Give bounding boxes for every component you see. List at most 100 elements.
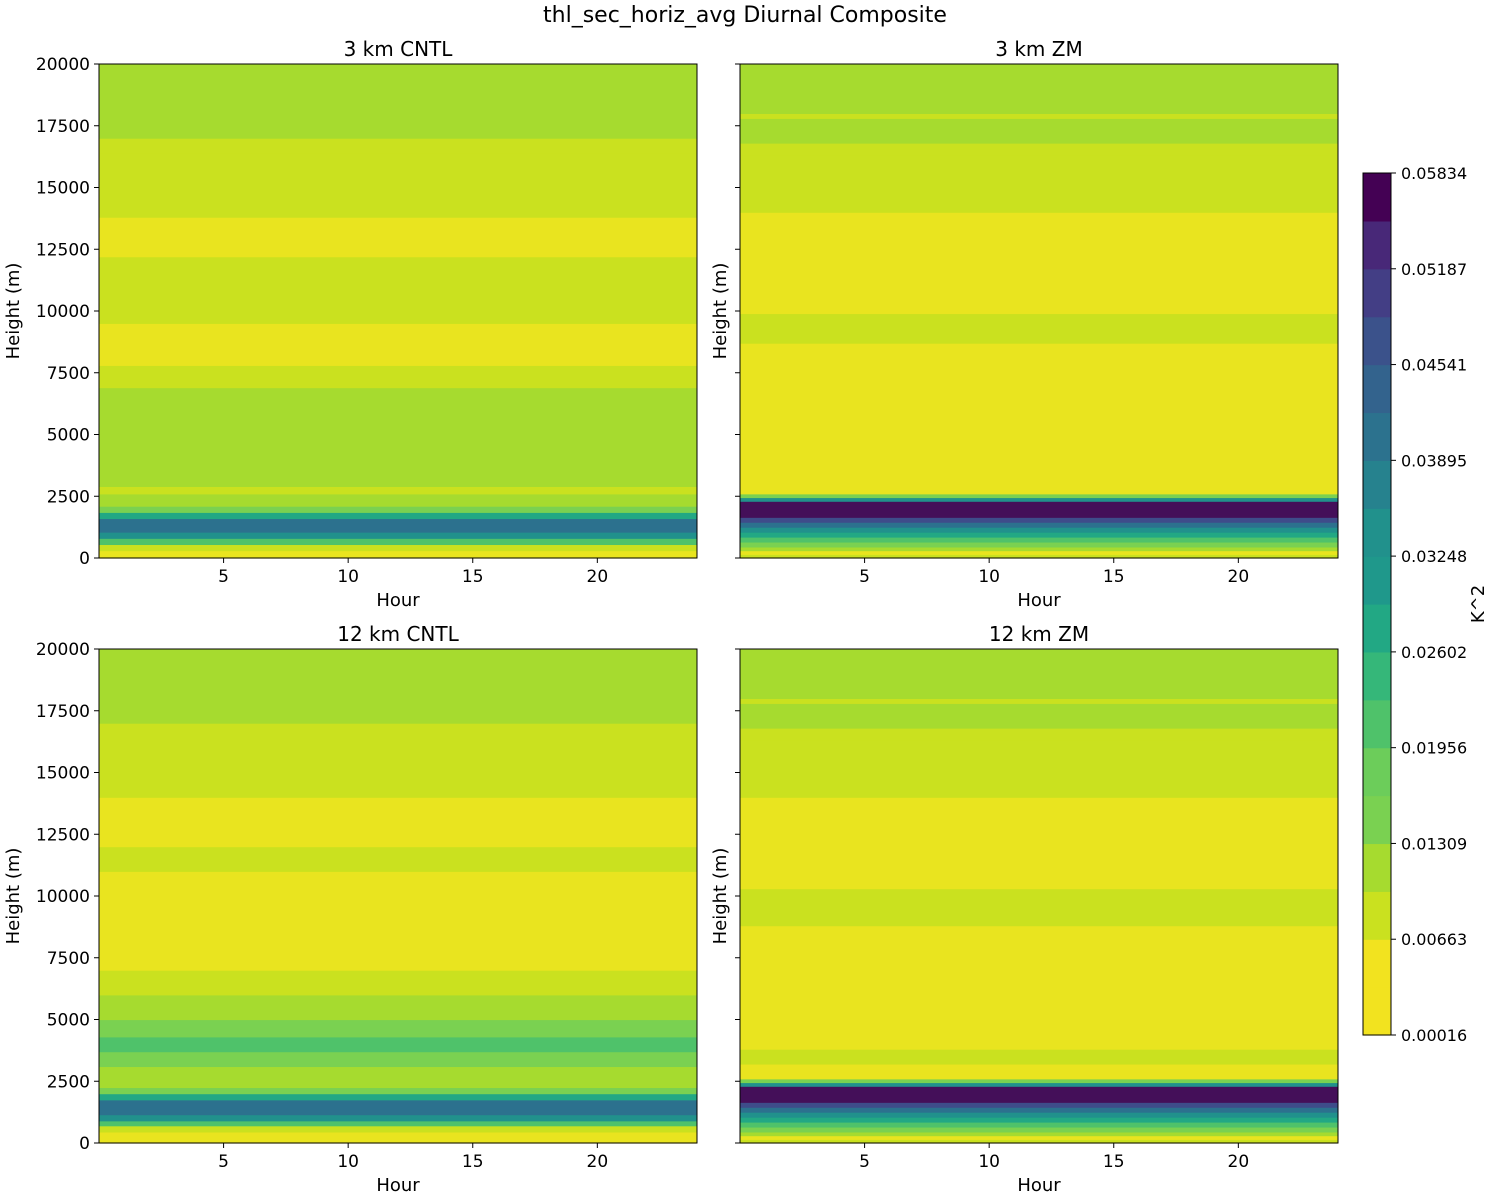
x-tick-label: 20 [587,1152,609,1172]
y-tick-label: 20000 [36,55,90,75]
colorbar-tick-label: 0.02602 [1401,643,1467,662]
contour-band [740,155,1338,213]
contour-band [740,698,1338,704]
contour-band [99,493,697,507]
contour-band [99,538,697,546]
y-tick-label: 15000 [36,179,90,199]
y-axis-label: Height (m) [710,263,731,360]
contour-band [740,703,1338,729]
x-tick-label: 5 [859,1152,870,1172]
y-tick-label: 5000 [47,1011,90,1031]
colorbar-band [1363,891,1391,940]
colorbar-tick-label: 0.00663 [1401,930,1467,949]
contour-band [740,1135,1338,1140]
contour-band [740,1126,1338,1133]
contour-band [740,493,1338,499]
contour-band [740,1112,1338,1118]
panel-4: 12 km ZM 5 10 15 20 Hour Height (m) [710,622,1339,1196]
x-axis-label: Hour [376,1175,420,1196]
y-axis-label: Height (m) [3,263,24,360]
contour-band [740,546,1338,552]
colorbar-band [1363,508,1391,557]
x-tick-label: 10 [337,567,359,587]
contour-band [99,846,697,872]
contour-band [99,1051,697,1068]
contour-band [740,113,1338,119]
contour-band [740,532,1338,538]
contour-band [740,740,1338,798]
x-tick-label: 15 [1103,567,1125,587]
colorbar-tick-label: 0.05834 [1401,164,1467,183]
colorbar-band [1363,316,1391,366]
x-tick-label: 15 [462,1152,484,1172]
contour-band [99,506,697,513]
y-tick-label: 20000 [36,640,90,660]
contour-band [740,797,1338,890]
y-tick-label: 2500 [47,1072,90,1092]
contour-band [740,550,1338,555]
x-tick-label: 5 [218,1152,229,1172]
contour-band [740,1049,1338,1065]
y-axis-label: Height (m) [710,848,731,945]
contour-band [99,1114,697,1122]
contour-band [740,541,1338,548]
y-tick-label: 10000 [36,887,90,907]
colorbar-label: K^2 [1468,585,1489,623]
contour-band [740,1139,1338,1144]
x-tick-label: 20 [587,567,609,587]
y-tick-label: 10000 [36,302,90,322]
contour-band [740,313,1338,344]
contour-band [99,1019,697,1038]
y-axis-label: Height (m) [3,848,24,945]
contour-band [99,994,697,1021]
contour-band [99,1093,697,1101]
colorbar-frame [1362,172,1392,1036]
panel-title: 3 km CNTL [344,37,454,61]
y-tick-label: 5000 [47,426,90,446]
colorbar-band [1363,220,1391,270]
contour-band [99,138,697,154]
contour-band [99,1099,697,1116]
colorbar-band [1363,173,1391,222]
x-tick-label: 10 [337,1152,359,1172]
colorbar-band [1363,651,1391,701]
colorbar-band [1363,939,1391,988]
x-axis-label: Hour [1017,590,1061,611]
contour-band [99,532,697,539]
contour-band [99,387,697,487]
panel-1: 3 km CNTL 5 10 15 20 Hour 0 2500 5000 7500 10000 12… [3,37,698,611]
contour-band [740,649,1338,699]
contour-band [740,888,1338,927]
x-tick-label: 20 [1228,567,1250,587]
contour-band [740,925,1338,1050]
colorbar-tick-label: 0.05187 [1401,260,1467,279]
colorbar-band [1363,699,1391,749]
contour-band [99,512,697,520]
panel-title: 12 km CNTL [337,622,459,646]
x-tick-label: 10 [978,1152,1000,1172]
contour-band [99,1120,697,1127]
contour-band [740,1082,1338,1087]
x-axis-label: Hour [376,590,420,611]
x-tick-label: 15 [1103,1152,1125,1172]
contour-band [99,871,697,971]
y-tick-label: 0 [79,549,90,569]
panel-title: 3 km ZM [995,37,1082,61]
y-tick-label: 12500 [36,240,90,260]
contour-band [740,1063,1338,1080]
y-tick-label: 0 [79,1134,90,1154]
y-tick-label: 15000 [36,764,90,784]
contour-band [99,323,697,366]
contour-band [740,1122,1338,1128]
colorbar-tick-label: 0.00016 [1401,1026,1467,1045]
contour-band [740,212,1338,315]
contour-band [99,217,697,258]
contour-band [740,64,1338,114]
panel-3: 12 km CNTL 5 10 15 20 Hour 0 2500 5000 7500 10000 1… [3,622,698,1196]
contour-band [740,728,1338,741]
contour-band [740,517,1338,523]
colorbar-tick-label: 0.01956 [1401,739,1467,758]
contour-band [99,649,697,724]
